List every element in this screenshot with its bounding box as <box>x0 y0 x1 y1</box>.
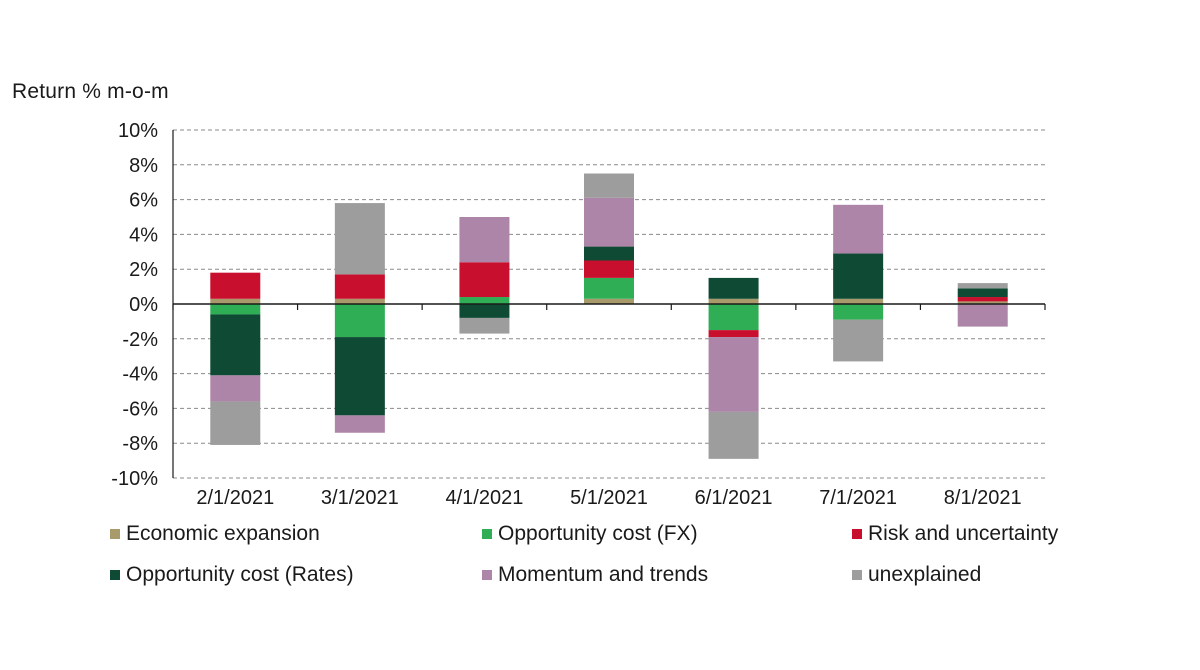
bar-opportunity-cost-rates <box>584 246 634 261</box>
bar-opportunity-cost-rates <box>210 314 261 376</box>
bar-risk-and-uncertainty <box>334 274 385 299</box>
bar-unexplained <box>708 411 759 459</box>
y-tick-label: -10% <box>111 468 158 490</box>
y-tick-label: -2% <box>122 329 158 351</box>
bar-opportunity-cost-fx <box>459 297 510 304</box>
bar-opportunity-cost-rates <box>957 288 1008 298</box>
x-tick-label: 7/1/2021 <box>819 487 897 509</box>
bar-unexplained <box>334 203 385 275</box>
bar-economic-expansion <box>708 298 759 304</box>
bar-unexplained <box>833 319 884 362</box>
bar-risk-and-uncertainty <box>584 260 634 278</box>
x-tick-label: 8/1/2021 <box>944 487 1022 509</box>
y-tick-label: 4% <box>129 224 158 246</box>
bar-momentum-and-trends <box>957 304 1008 327</box>
bar-unexplained <box>584 173 634 198</box>
bar-momentum-and-trends <box>334 415 385 433</box>
x-tick-label: 5/1/2021 <box>570 487 648 509</box>
bar-opportunity-cost-rates <box>334 337 385 416</box>
y-tick-label: 8% <box>129 155 158 177</box>
bar-economic-expansion <box>584 298 634 304</box>
bar-opportunity-cost-fx <box>584 277 634 299</box>
x-tick-label: 3/1/2021 <box>321 487 399 509</box>
bar-opportunity-cost-fx <box>708 304 759 331</box>
bar-opportunity-cost-fx <box>833 304 884 320</box>
y-tick-label: 2% <box>129 259 158 281</box>
bar-momentum-and-trends <box>833 204 884 254</box>
y-tick-label: 10% <box>118 120 158 142</box>
bar-momentum-and-trends <box>584 197 634 247</box>
bar-momentum-and-trends <box>210 375 261 402</box>
bar-opportunity-cost-rates <box>833 253 884 299</box>
bar-opportunity-cost-rates <box>708 277 759 299</box>
bar-economic-expansion <box>334 298 385 304</box>
bar-economic-expansion <box>957 301 1008 304</box>
y-tick-label: -4% <box>122 364 158 386</box>
bar-risk-and-uncertainty <box>957 297 1008 302</box>
y-tick-label: 6% <box>129 190 158 212</box>
bar-risk-and-uncertainty <box>708 330 759 338</box>
x-tick-label: 2/1/2021 <box>196 487 274 509</box>
bar-momentum-and-trends <box>459 217 510 263</box>
bar-momentum-and-trends <box>708 337 759 412</box>
bar-unexplained <box>459 317 510 334</box>
bar-opportunity-cost-rates <box>459 304 510 318</box>
x-tick-label: 4/1/2021 <box>445 487 523 509</box>
y-tick-label: -8% <box>122 433 158 455</box>
y-tick-label: -6% <box>122 398 158 420</box>
bar-economic-expansion <box>210 298 261 304</box>
bar-unexplained <box>957 283 1008 289</box>
bar-opportunity-cost-fx <box>210 304 261 315</box>
y-axis-label: Return % m-o-m <box>12 80 169 103</box>
bar-opportunity-cost-fx <box>334 304 385 338</box>
x-tick-label: 6/1/2021 <box>695 487 773 509</box>
bar-risk-and-uncertainty <box>210 272 261 299</box>
bar-economic-expansion <box>833 298 884 304</box>
bar-unexplained <box>210 401 261 445</box>
bar-risk-and-uncertainty <box>459 262 510 298</box>
y-tick-label: 0% <box>129 294 158 316</box>
